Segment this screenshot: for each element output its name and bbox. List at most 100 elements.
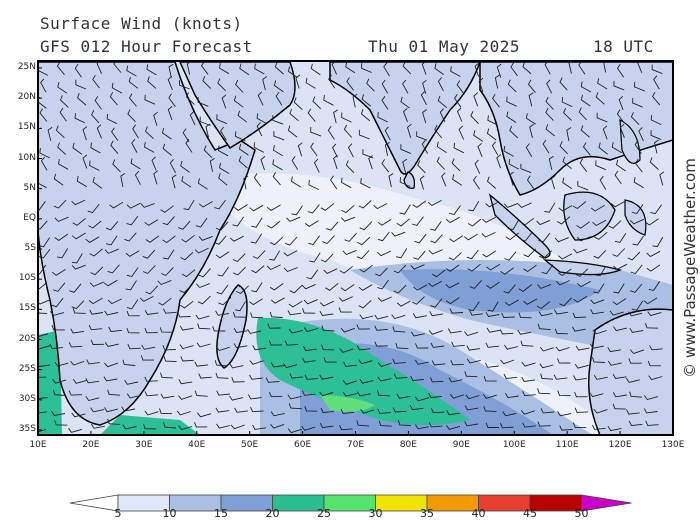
wind-barb	[51, 325, 65, 331]
wind-barb	[650, 204, 662, 215]
wind-barb	[537, 388, 551, 395]
wind-barb	[520, 163, 532, 174]
wind-barb	[302, 308, 316, 314]
scale-label: 25	[317, 507, 331, 520]
wind-barb	[38, 345, 50, 350]
wind-barb	[650, 114, 662, 126]
wind-barb	[391, 314, 406, 320]
wind-barb	[523, 298, 538, 305]
wind-barb	[614, 170, 622, 185]
wind-barb	[392, 358, 406, 364]
wind-barb	[194, 422, 208, 428]
wind-barb	[550, 175, 556, 190]
wind-barb	[38, 264, 47, 275]
wind-barb	[339, 265, 353, 274]
wind-barb	[216, 284, 229, 295]
wind-barb	[53, 173, 64, 186]
wind-barb	[343, 361, 357, 367]
wind-barb	[458, 125, 465, 140]
wind-barb	[416, 131, 428, 141]
wind-barb	[68, 390, 83, 396]
wind-barb	[412, 200, 427, 208]
wind-barb	[377, 376, 392, 382]
wind-barb	[474, 62, 480, 77]
wind-barb	[125, 250, 140, 257]
wind-barb	[538, 311, 553, 317]
wind-barb	[159, 327, 173, 333]
wind-barb	[283, 267, 298, 273]
wind-barb	[197, 295, 211, 305]
wind-barb	[517, 202, 532, 208]
wind-barb	[216, 423, 231, 429]
wind-barb	[121, 406, 136, 412]
wind-barb	[221, 94, 227, 109]
wind-barb	[434, 124, 443, 139]
forecast-label: GFS 012 Hour Forecast	[40, 37, 253, 56]
wind-barb	[576, 221, 590, 229]
wind-barb	[572, 201, 587, 210]
wind-barb	[522, 61, 532, 75]
wind-barb	[144, 327, 158, 334]
wind-barb	[627, 251, 641, 261]
wind-barb	[465, 394, 480, 400]
wind-barb	[340, 284, 355, 292]
wind-barb	[287, 66, 298, 78]
wind-barb	[125, 280, 137, 291]
wind-barb	[608, 220, 622, 229]
wind-barb	[456, 80, 465, 94]
wind-barb	[272, 159, 283, 171]
wind-barb	[289, 108, 299, 122]
wind-barb	[575, 268, 589, 277]
wind-barb	[410, 264, 425, 270]
wind-barb	[168, 63, 174, 78]
wind-barb	[468, 200, 480, 212]
forecast-time: 18 UTC	[593, 37, 654, 56]
wind-barb	[273, 145, 284, 157]
wind-barb	[558, 205, 573, 212]
wind-barb	[169, 159, 176, 174]
wind-barb	[628, 311, 643, 317]
wind-barb	[252, 345, 267, 351]
wind-barb	[253, 142, 265, 153]
wind-barb	[573, 295, 588, 303]
wind-barb	[310, 142, 318, 157]
wind-barb	[466, 358, 481, 364]
wind-barb	[198, 235, 213, 241]
wind-barb	[147, 76, 157, 89]
scale-label: 45	[523, 507, 537, 520]
lat-label: 10N	[17, 152, 36, 163]
lon-label: 50E	[241, 440, 259, 450]
wind-barb	[467, 263, 481, 272]
wind-barb	[338, 296, 353, 302]
wind-barb	[648, 280, 661, 291]
wind-barb	[449, 394, 465, 399]
wind-barb	[496, 63, 502, 78]
wind-barb	[406, 123, 412, 138]
wind-barb	[140, 355, 154, 361]
wind-barb	[340, 408, 355, 414]
wind-barb	[91, 110, 100, 124]
wind-barb	[58, 159, 69, 170]
wind-barb	[74, 113, 86, 124]
wind-barb	[441, 172, 447, 187]
wind-barb	[251, 282, 263, 293]
wind-barb	[485, 362, 499, 368]
wind-barb	[265, 377, 280, 383]
wind-barb	[328, 74, 336, 89]
wind-barb	[626, 409, 640, 415]
lat-label: 15N	[17, 122, 36, 133]
wind-barb	[505, 232, 520, 241]
wind-barb	[377, 408, 391, 414]
wind-barb	[578, 61, 586, 75]
wind-barb	[629, 349, 645, 355]
wind-barb	[579, 158, 588, 172]
wind-barb	[557, 268, 572, 277]
wind-barb	[644, 322, 659, 329]
wind-barb	[38, 397, 49, 399]
wind-barb	[451, 341, 465, 347]
wind-barb	[467, 218, 482, 227]
wind-barb	[157, 279, 172, 286]
wind-barb	[591, 357, 606, 363]
wind-barb	[90, 142, 101, 154]
wind-barb	[633, 177, 644, 189]
